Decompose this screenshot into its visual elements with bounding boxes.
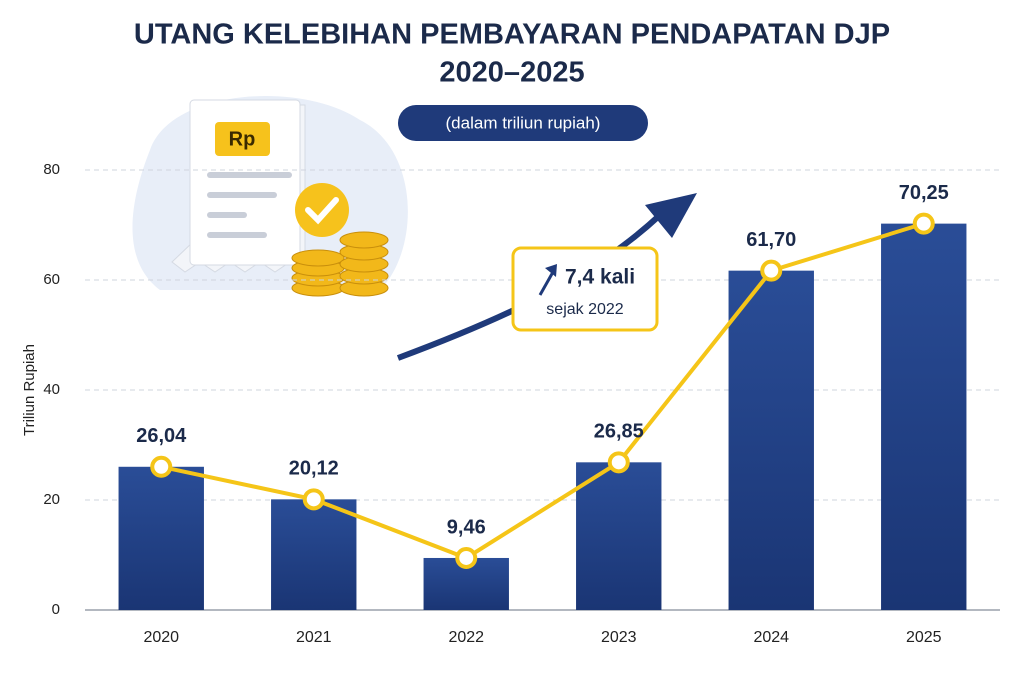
trend-line (160, 221, 925, 561)
chart-subtitle: (dalam triliun rupiah) (446, 113, 601, 132)
bar (881, 223, 967, 610)
y-tick-label: 80 (43, 161, 60, 178)
x-tick-label: 2025 (906, 629, 942, 646)
x-tick-label: 2022 (448, 629, 484, 646)
bar (271, 499, 357, 610)
y-tick-label: 20 (43, 491, 60, 508)
value-label: 61,70 (746, 229, 796, 251)
line-marker (912, 212, 935, 235)
bar (118, 466, 204, 610)
line-marker (455, 546, 478, 569)
x-tick-label: 2024 (753, 629, 789, 646)
value-label: 9,46 (447, 516, 486, 538)
y-tick-label: 40 (43, 381, 60, 398)
illustration: Rp (132, 96, 408, 297)
annotation-text: sejak 2022 (546, 301, 623, 318)
y-tick-label: 60 (43, 271, 60, 288)
subtitle-pill (398, 105, 648, 141)
x-tick-label: 2020 (143, 629, 179, 646)
value-label: 26,04 (136, 425, 187, 447)
chart-title: UTANG KELEBIHAN PEMBAYARAN PENDAPATAN DJ… (134, 19, 890, 51)
value-label: 20,12 (289, 458, 339, 480)
trend-arrowhead (645, 193, 697, 238)
value-label: 70,25 (899, 182, 949, 204)
illustration-label: Rp (229, 128, 256, 150)
line-marker (607, 451, 630, 474)
x-tick-label: 2021 (296, 629, 332, 646)
y-tick-label: 0 (52, 601, 60, 618)
plot: 0 20 40 60 80 2020 2021 2022 2023 2024 2025 26,04 20… (43, 161, 1000, 646)
chart-title: 2020–2025 (439, 57, 584, 89)
y-axis-label: Triliun Rupiah (21, 344, 38, 436)
annotation-headline: 7,4 kali (565, 266, 635, 289)
value-label: 26,85 (594, 421, 644, 443)
line-marker (150, 455, 173, 478)
bar (728, 270, 814, 610)
annotation: 7,4 kali sejak 2022 (511, 246, 659, 332)
line-marker (302, 488, 325, 511)
x-tick-label: 2023 (601, 629, 637, 646)
line-marker (760, 259, 783, 282)
bar (576, 462, 662, 610)
